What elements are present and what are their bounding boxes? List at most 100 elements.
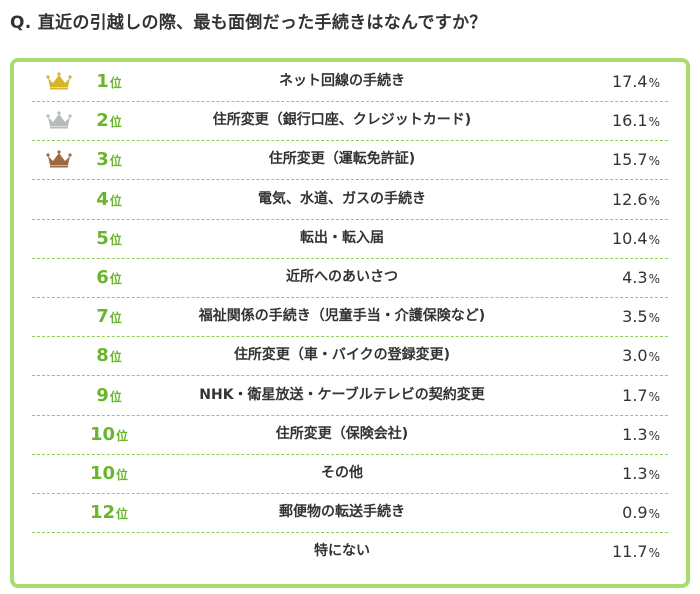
percent-number: 1.3: [622, 464, 648, 483]
table-row: 8位 住所変更（車・バイクの登録変更) 3.0%: [32, 336, 668, 377]
item-label: 住所変更（運転免許証): [268, 151, 416, 168]
percent-unit: %: [648, 193, 660, 208]
item-label: ネット回線の手続き: [279, 73, 405, 89]
item-label: 住所変更（保険会社): [275, 425, 409, 442]
rank-number: 4: [96, 188, 109, 210]
rank-label: 3位: [72, 140, 146, 179]
table-row: 7位 福祉関係の手続き（児童手当・介護保険など) 3.5%: [32, 297, 668, 338]
percent-value: 15.7%: [612, 140, 660, 179]
rank-label: 5位: [72, 219, 146, 258]
table-row: 9位 NHK・衛星放送・ケーブルテレビの契約変更 1.7%: [32, 376, 668, 416]
percent-value: 10.4%: [612, 219, 660, 258]
percent-value: 12.6%: [612, 180, 660, 219]
rank-suffix: 位: [109, 232, 122, 247]
percent-value: 0.9%: [622, 493, 660, 532]
item-label: 近所へのあいさつ: [286, 269, 398, 285]
rank-number: 10: [89, 463, 116, 484]
table-row: 10位 その他 1.3%: [32, 454, 668, 494]
percent-unit: %: [648, 507, 660, 522]
rank-suffix: 位: [109, 350, 122, 365]
rank-suffix: 位: [109, 311, 122, 326]
percent-unit: %: [648, 272, 660, 286]
crown-icon-silver: [46, 111, 72, 129]
percent-unit: %: [648, 468, 660, 482]
rank-suffix: 位: [116, 507, 129, 522]
percent-value: 1.3%: [622, 415, 660, 454]
percent-unit: %: [648, 350, 660, 365]
item-label: 転出・転入届: [300, 229, 384, 246]
rank-number: 8: [96, 345, 109, 367]
rank-label: 10位: [72, 415, 146, 454]
percent-value: 4.3%: [622, 258, 660, 297]
rank-number: 12: [89, 502, 116, 524]
rank-suffix: 位: [116, 468, 129, 482]
rank-suffix: 位: [109, 272, 122, 286]
rank-suffix: 位: [109, 76, 122, 90]
rank-label: 6位: [72, 258, 146, 297]
percent-number: 17.4: [611, 72, 648, 91]
percent-unit: %: [648, 115, 660, 130]
percent-number: 10.4: [611, 228, 648, 248]
percent-number: 11.7: [611, 542, 648, 562]
percent-number: 12.6: [611, 189, 648, 209]
table-row: 2位 住所変更（銀行口座、クレジットカード) 16.1%: [32, 101, 668, 142]
crown-icon-bronze: [46, 150, 72, 168]
table-row: 1位 ネット回線の手続き 17.4%: [32, 62, 668, 102]
percent-value: 11.7%: [612, 532, 660, 571]
rank-label: 4位: [72, 180, 146, 219]
rank-label: 7位: [72, 297, 146, 336]
percent-number: 3.5: [622, 307, 648, 327]
rank-label: 12位: [72, 493, 146, 532]
percent-value: 3.5%: [622, 297, 660, 336]
percent-value: 3.0%: [622, 336, 660, 375]
percent-number: 4.3: [622, 268, 648, 287]
table-row: 5位 転出・転入届 10.4%: [32, 219, 668, 259]
item-label: 特にない: [314, 543, 370, 560]
rank-label: 8位: [72, 336, 146, 375]
item-label: 福祉関係の手続き（児童手当・介護保険など): [198, 308, 486, 325]
percent-unit: %: [648, 389, 660, 404]
percent-unit: %: [648, 428, 660, 443]
rank-suffix: 位: [109, 193, 122, 208]
rank-number: 5: [96, 227, 109, 249]
item-label: 住所変更（車・バイクの登録変更): [233, 347, 451, 364]
rank-label: 2位: [72, 101, 146, 140]
percent-number: 3.0: [622, 346, 648, 366]
rank-number: 7: [96, 306, 109, 328]
percent-number: 1.7: [622, 385, 648, 405]
rank-number: 6: [96, 267, 109, 288]
percent-value: 16.1%: [612, 101, 660, 140]
item-label: 住所変更（銀行口座、クレジットカード): [212, 112, 472, 129]
percent-number: 0.9: [622, 503, 648, 523]
percent-unit: %: [648, 76, 660, 90]
percent-value: 1.3%: [622, 454, 660, 493]
table-row: 4位 電気、水道、ガスの手続き 12.6%: [32, 180, 668, 220]
ranking-panel: 1位 ネット回線の手続き 17.4% 2位 住所変更（銀行口座、クレジットカード) 16.…: [10, 58, 690, 588]
table-row: 特にない 11.7%: [32, 532, 668, 571]
percent-unit: %: [648, 154, 660, 169]
rank-label: 1位: [72, 62, 146, 101]
crown-icon-gold: [46, 72, 72, 90]
percent-number: 15.7: [611, 150, 648, 170]
rank-number: 1: [96, 71, 109, 92]
percent-unit: %: [648, 311, 660, 326]
rank-number: 10: [89, 423, 116, 445]
table-row: 12位 郵便物の転送手続き 0.9%: [32, 493, 668, 534]
rank-suffix: 位: [116, 428, 129, 443]
table-row: 3位 住所変更（運転免許証) 15.7%: [32, 140, 668, 181]
rank-number: 2: [96, 110, 109, 132]
table-row: 6位 近所へのあいさつ 4.3%: [32, 258, 668, 298]
percent-unit: %: [648, 546, 660, 561]
item-label: その他: [321, 465, 363, 481]
percent-number: 1.3: [622, 424, 648, 444]
percent-unit: %: [648, 232, 660, 247]
question-title: Q. 直近の引越しの際、最も面倒だった手続きはなんですか？: [10, 13, 487, 33]
rank-suffix: 位: [109, 389, 122, 404]
item-label: 郵便物の転送手続き: [279, 504, 405, 521]
percent-value: 17.4%: [612, 62, 660, 101]
rank-suffix: 位: [109, 154, 122, 169]
item-label: NHK・衛星放送・ケーブルテレビの契約変更: [199, 386, 485, 403]
table-row: 10位 住所変更（保険会社) 1.3%: [32, 415, 668, 455]
rank-label: 10位: [72, 454, 146, 493]
rank-label: 9位: [72, 376, 146, 415]
